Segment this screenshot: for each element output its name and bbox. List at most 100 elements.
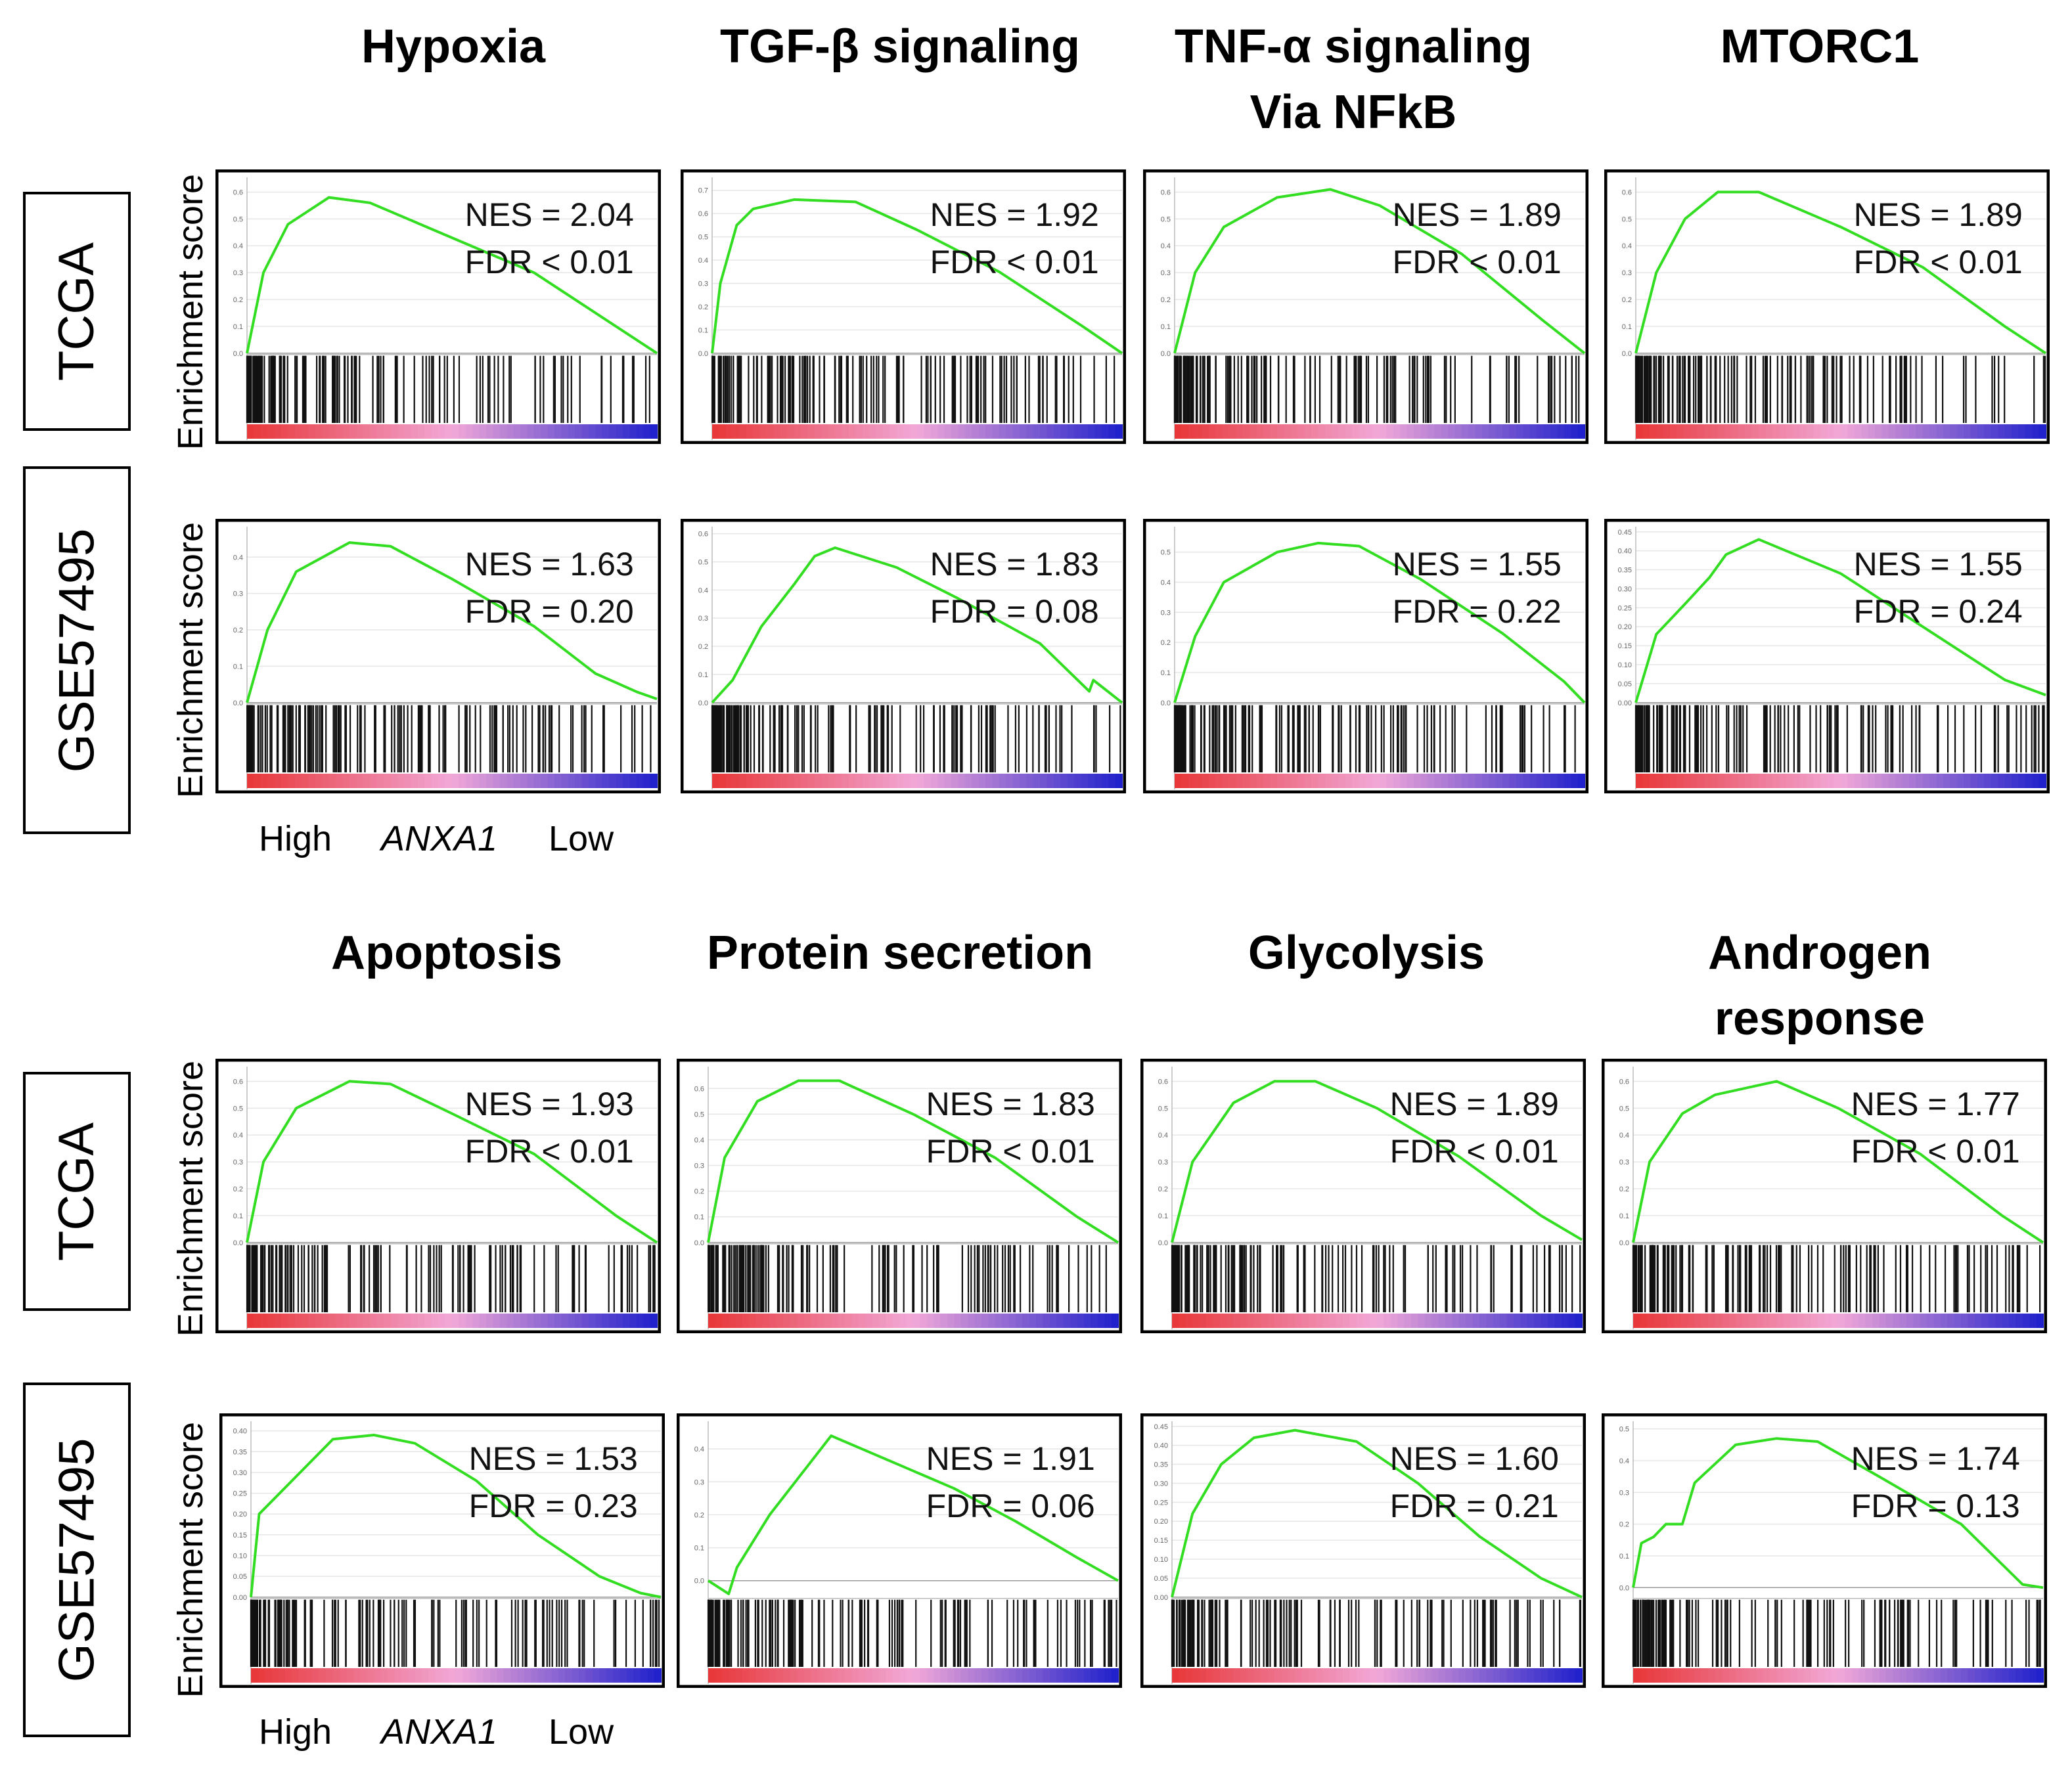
rank-color-segment <box>1424 1668 1433 1683</box>
rank-color-segment <box>1229 774 1237 788</box>
fdr-label: FDR < 0.01 <box>1393 244 1562 280</box>
rank-color-segment <box>1749 1314 1757 1328</box>
rank-color-segment <box>452 424 460 439</box>
rank-color-segment <box>1704 424 1712 439</box>
y-tick-label: 0.35 <box>1618 567 1632 575</box>
fdr-label: FDR = 0.20 <box>465 593 634 630</box>
y-tick-label: 0.1 <box>1161 669 1171 677</box>
rank-color-segment <box>1056 1668 1064 1683</box>
rank-color-segment <box>554 774 562 788</box>
rank-color-segment <box>1977 424 1985 439</box>
rank-color-segment <box>1094 774 1102 788</box>
rank-color-segment <box>1529 424 1538 439</box>
rank-color-segment <box>527 424 535 439</box>
rank-color-segment <box>944 424 952 439</box>
rank-color-segment <box>1717 774 1726 788</box>
rank-color-segment <box>1384 1668 1391 1683</box>
rank-color-segment <box>1649 774 1657 788</box>
rank-color-segment <box>1683 424 1692 439</box>
rank-color-segment <box>1660 1314 1668 1328</box>
rank-color-segment <box>1277 774 1285 788</box>
gsea-plot-mtorc1-tcga: 0.0 0.1 0.2 0.3 0.4 0.5 0.6 NES = 1.89 FDR < 0.0… <box>1604 169 2050 444</box>
hit-marks <box>711 705 1121 772</box>
y-tick-label: 0.10 <box>1154 1556 1168 1564</box>
rank-color-segment <box>1267 1668 1275 1683</box>
rank-color-segment <box>1724 424 1732 439</box>
rank-color-segment <box>1913 1314 1921 1328</box>
rank-color-segment <box>858 1668 867 1683</box>
hit-marks <box>1632 1599 2041 1667</box>
rank-color-segment <box>1554 1668 1562 1683</box>
nes-label: NES = 1.83 <box>930 546 1099 583</box>
rank-color-segment <box>1195 424 1203 439</box>
rank-color-segment <box>565 1668 573 1683</box>
rank-color-segment <box>1486 1668 1494 1683</box>
rank-color-segment <box>1441 424 1449 439</box>
y-tick-label: 0.5 <box>233 1105 243 1113</box>
rank-color-segment <box>1172 1314 1180 1328</box>
rank-color-segment <box>336 1314 344 1328</box>
rank-color-segment <box>1694 1668 1702 1683</box>
rank-color-segment <box>1834 774 1841 788</box>
rank-color-segment <box>1888 424 1897 439</box>
rank-color-segment <box>715 1668 723 1683</box>
gsea-plot-hypoxia-tcga: 0.0 0.1 0.2 0.3 0.4 0.5 0.6 NES = 2.04 FDR < 0.0… <box>215 169 661 444</box>
rank-color-segment <box>1411 1314 1419 1328</box>
rank-color-segment <box>650 1314 658 1328</box>
rank-color-segment <box>2029 1668 2037 1683</box>
rank-color-segment <box>964 424 973 439</box>
rank-color-segment <box>568 774 576 788</box>
rank-color-segment <box>1209 424 1217 439</box>
rank-color-segment <box>1674 1668 1682 1683</box>
rank-color-segment <box>1790 1314 1798 1328</box>
rank-color-segment <box>817 1314 825 1328</box>
rank-color-segment <box>807 424 815 439</box>
rank-color-segment <box>790 1314 798 1328</box>
rank-color-bar <box>247 424 658 439</box>
rank-color-segment <box>1206 1668 1214 1683</box>
nes-label: NES = 1.77 <box>1851 1086 2020 1122</box>
fdr-label: FDR < 0.01 <box>465 244 634 280</box>
rank-color-segment <box>650 774 658 788</box>
y-tick-label: 0.20 <box>1154 1518 1168 1526</box>
y-tick-label: 0.3 <box>698 280 708 288</box>
rank-color-segment <box>1759 774 1767 788</box>
rank-color-segment <box>1756 1668 1764 1683</box>
rank-color-segment <box>2012 774 2019 788</box>
y-tick-label: 0.30 <box>1154 1480 1168 1488</box>
rank-color-segment <box>1763 1668 1770 1683</box>
rank-color-segment <box>903 774 911 788</box>
rank-color-segment <box>1199 1668 1207 1683</box>
rank-color-segment <box>558 1668 566 1683</box>
rank-color-segment <box>2022 1314 2031 1328</box>
y-tick-label: 0.2 <box>1161 639 1171 647</box>
gsea-plot-tgf-beta-gse57495: 0.0 0.1 0.2 0.3 0.4 0.5 0.6 NES = 1.83 FDR = 0.0… <box>681 519 1126 793</box>
rank-color-segment <box>356 1314 364 1328</box>
y-tick-label: 0.5 <box>1619 1426 1629 1434</box>
rank-color-segment <box>1253 1668 1262 1683</box>
y-tick-label: 0.3 <box>1161 609 1171 617</box>
rank-color-segment <box>1070 1314 1078 1328</box>
rank-color-segment <box>831 1668 839 1683</box>
rank-color-segment <box>1786 424 1794 439</box>
rank-color-segment <box>855 424 863 439</box>
rank-color-segment <box>954 1314 962 1328</box>
rank-color-segment <box>308 424 316 439</box>
rank-color-segment <box>865 1668 873 1683</box>
rank-color-segment <box>886 1314 893 1328</box>
rank-color-segment <box>2018 774 2026 788</box>
rank-color-segment <box>1854 424 1862 439</box>
rank-color-segment <box>1571 774 1579 788</box>
rank-color-segment <box>1751 774 1760 788</box>
y-tick-label: 0.6 <box>233 188 243 196</box>
rank-color-segment <box>842 424 849 439</box>
rank-color-segment <box>851 1668 859 1683</box>
y-tick-label: 0.2 <box>1161 296 1171 304</box>
gsea-plot-hypoxia-gse57495: 0.0 0.1 0.2 0.3 0.4 NES = 1.63 FDR = 0.20 <box>215 519 661 793</box>
rank-color-segment <box>1115 774 1123 788</box>
rank-color-bar <box>1172 1668 1583 1683</box>
rank-color-segment <box>294 424 303 439</box>
rank-color-segment <box>708 1314 716 1328</box>
rank-color-segment <box>424 1314 432 1328</box>
rank-color-segment <box>1026 774 1034 788</box>
